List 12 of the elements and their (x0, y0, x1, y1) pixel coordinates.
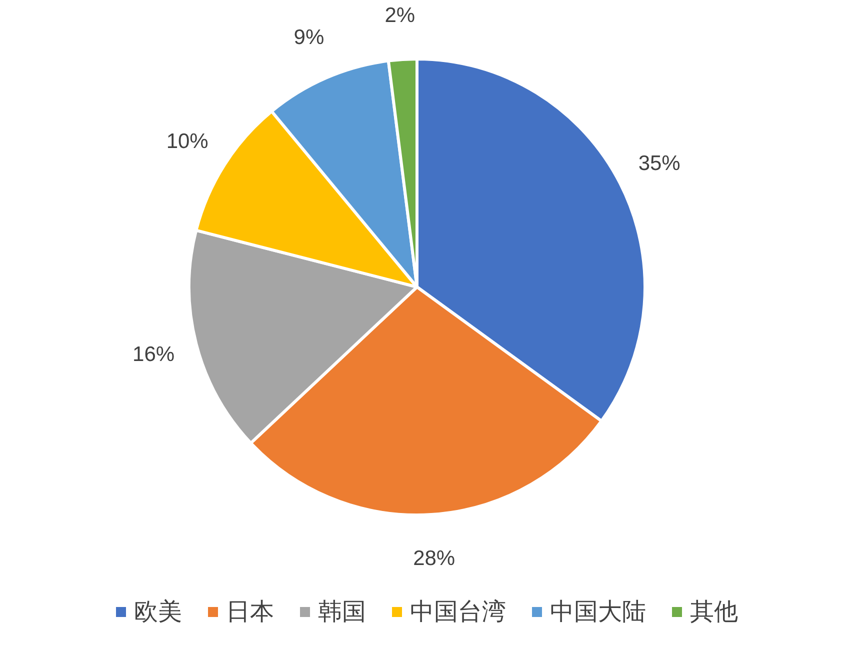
data-label: 2% (384, 4, 416, 28)
legend-label: 其他 (690, 598, 738, 626)
legend-label: 中国大陆 (550, 598, 646, 626)
data-label: 9% (294, 26, 324, 49)
data-label: 35% (638, 152, 680, 176)
legend-label: 韩国 (318, 598, 366, 626)
legend-label: 欧美 (134, 598, 182, 626)
data-label: 10% (166, 130, 208, 153)
data-label: 16% (132, 343, 175, 366)
data-label: 28% (413, 546, 456, 570)
legend-label: 日本 (226, 598, 274, 626)
legend-label: 中国台湾 (410, 598, 506, 626)
